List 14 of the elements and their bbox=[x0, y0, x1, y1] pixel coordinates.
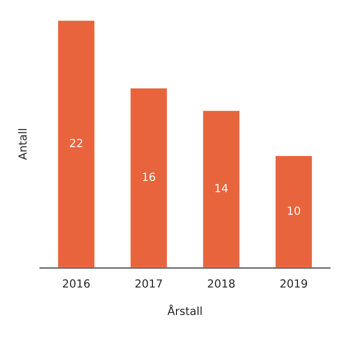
y-axis-title: Antall bbox=[18, 129, 27, 160]
x-tick-label: 2019 bbox=[280, 279, 308, 288]
data-label: 10 bbox=[288, 206, 300, 215]
bar bbox=[56, 20, 96, 268]
x-tick-label: 2017 bbox=[135, 279, 162, 288]
x-axis-title: Årstall bbox=[167, 304, 202, 316]
bar bbox=[202, 109, 241, 268]
data-label: 22 bbox=[70, 138, 82, 148]
data-label: 14 bbox=[215, 184, 228, 192]
x-tick-label: 2018 bbox=[208, 279, 235, 288]
bar bbox=[129, 86, 168, 268]
data-label: 16 bbox=[142, 172, 156, 182]
bar bbox=[274, 154, 314, 268]
x-tick-label: 2016 bbox=[62, 279, 90, 288]
